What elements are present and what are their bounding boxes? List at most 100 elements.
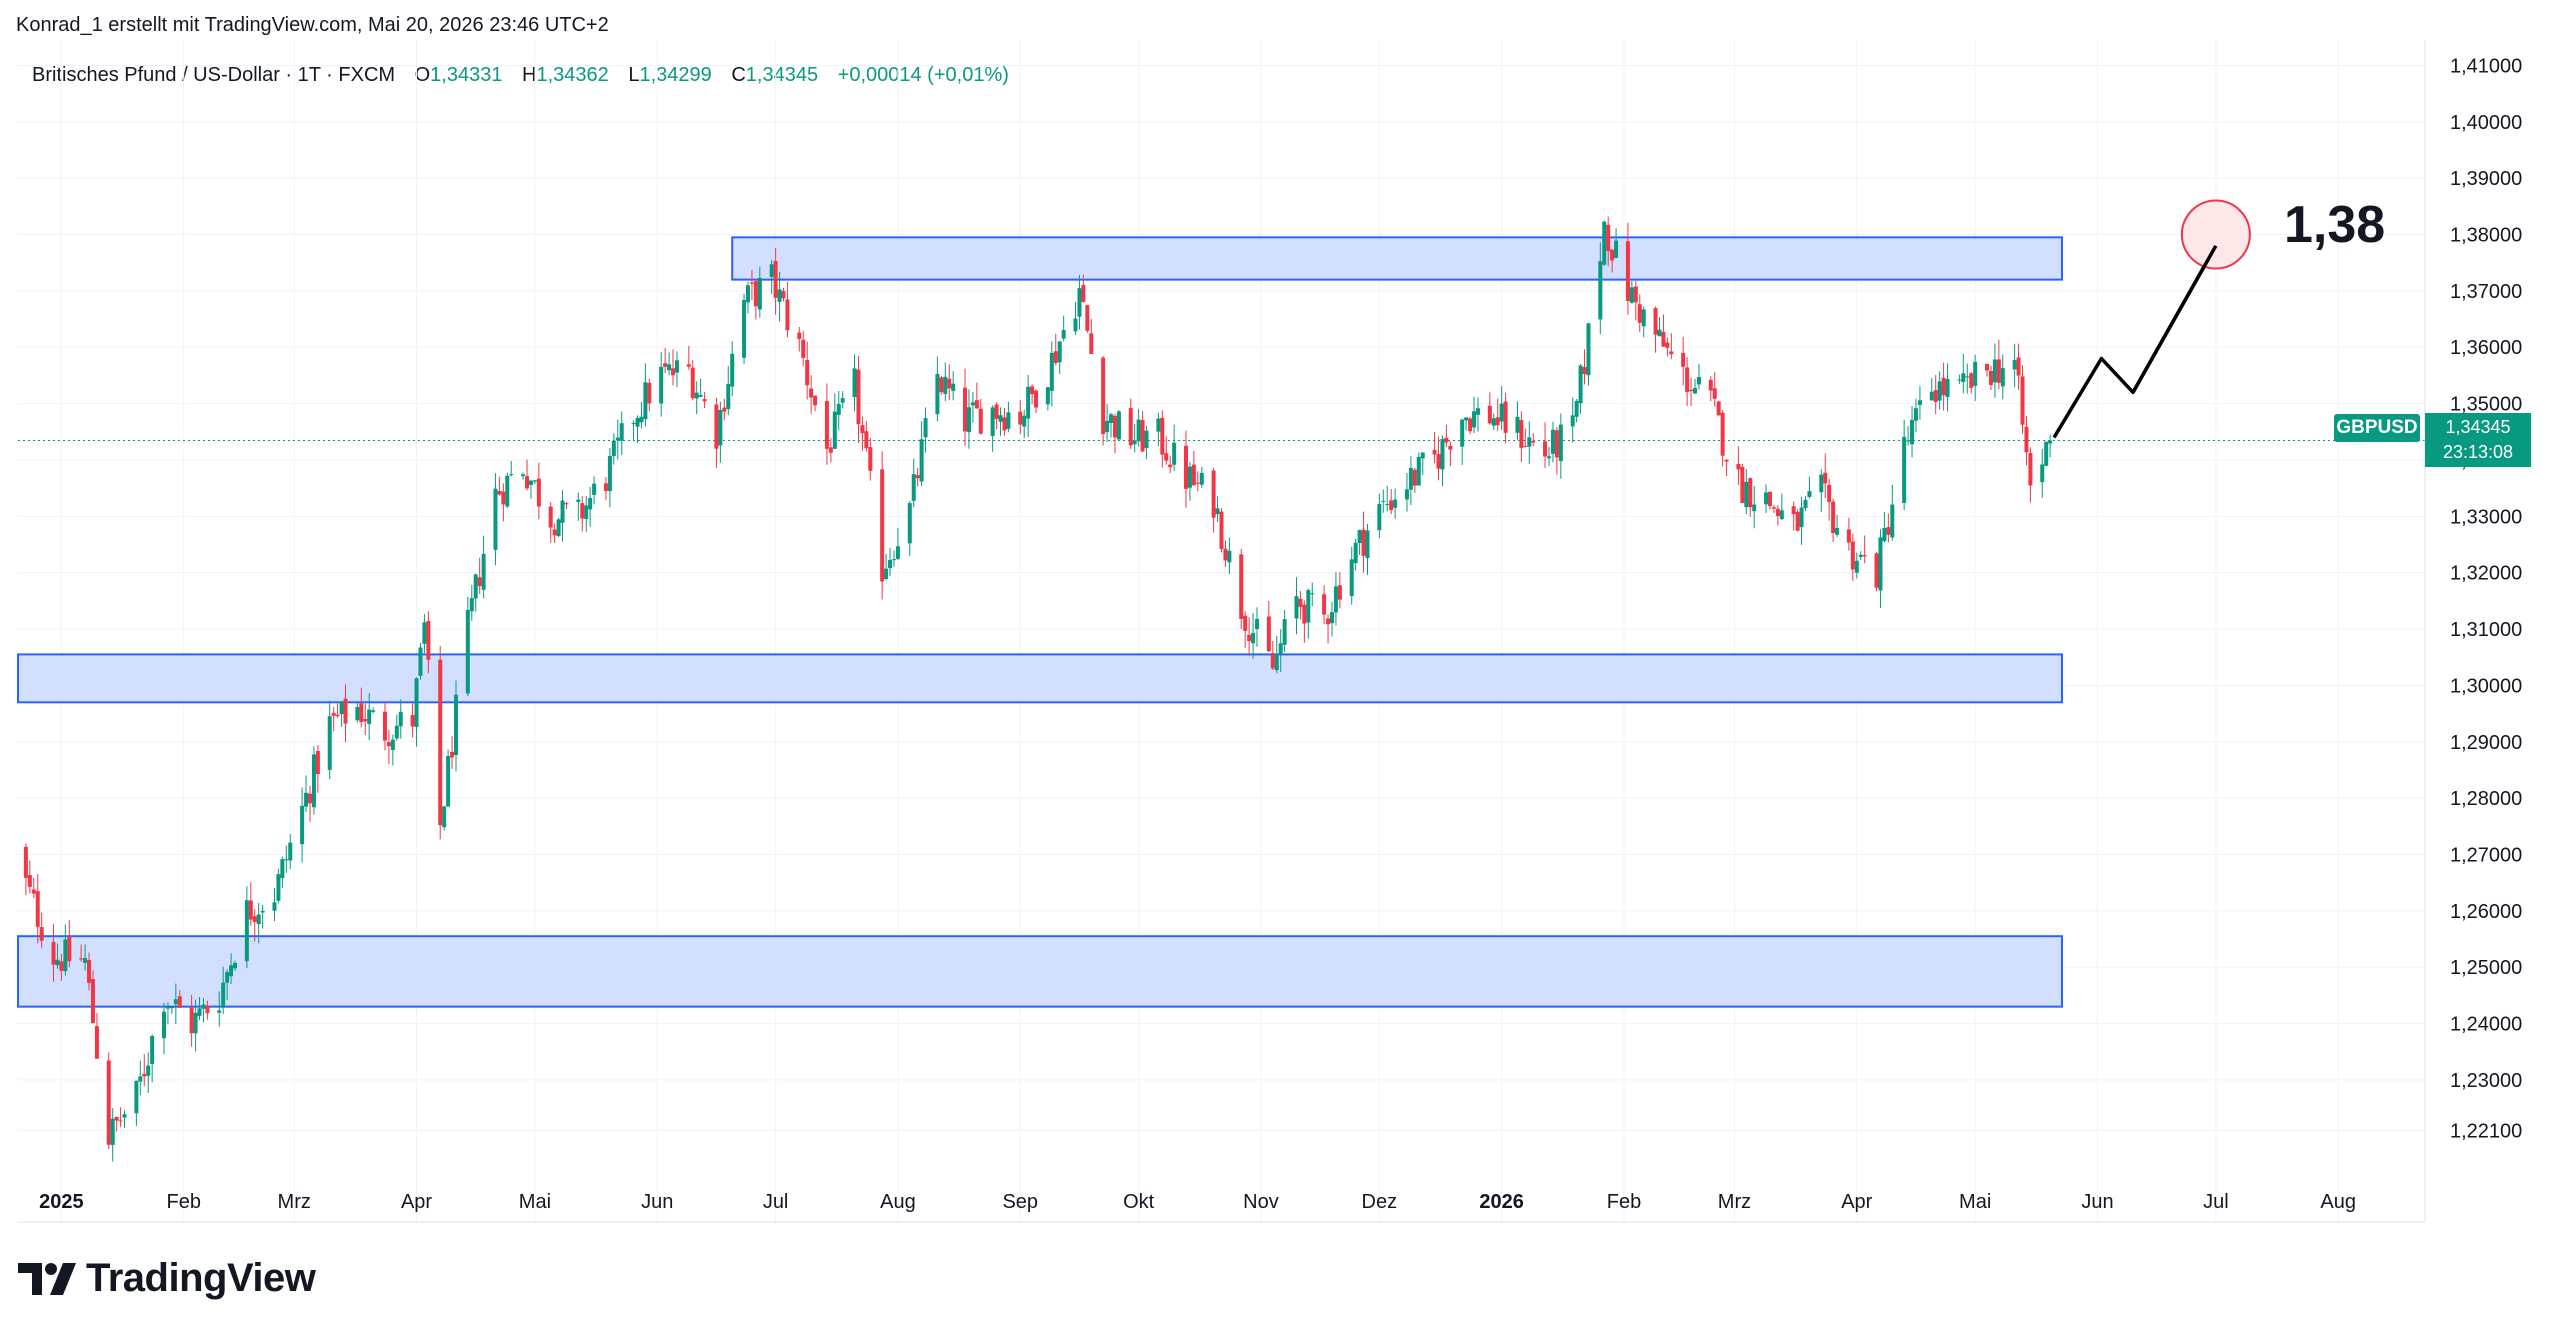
candle-up (165, 1002, 170, 1025)
candle-down (359, 687, 364, 728)
candle-down (1503, 392, 1508, 444)
candle-body (382, 711, 387, 741)
candle-up (2044, 441, 2049, 467)
candle-up (1199, 466, 1204, 488)
candle-up (951, 371, 956, 401)
candle-down (603, 477, 608, 501)
candle-down (438, 645, 443, 840)
candle-down (1795, 509, 1800, 532)
candle-up (339, 700, 344, 728)
symbol-badge[interactable]: GBPUSD (2334, 414, 2420, 442)
candle-body (1294, 596, 1299, 619)
candle-body (1487, 405, 1492, 424)
tradingview-logo[interactable]: TradingView (18, 1256, 316, 1301)
candle-body (773, 260, 778, 298)
candle-body (1164, 453, 1169, 461)
candle-down (1053, 333, 1058, 366)
candle-down (252, 909, 257, 942)
grid-layer (18, 40, 2425, 1222)
candle-down (978, 398, 983, 435)
candle-body (1006, 412, 1011, 429)
candle-down (1862, 535, 1867, 564)
candle-up (1045, 386, 1050, 411)
candle-down (525, 459, 530, 491)
candle-body (150, 1036, 155, 1064)
candle-down (1211, 468, 1216, 533)
candle-body (359, 703, 364, 723)
candle-up (777, 271, 782, 322)
price-tick-label: 1,27000 (2450, 844, 2522, 866)
candle-down (1625, 222, 1630, 315)
candle-up (619, 411, 624, 455)
candle-up (1917, 386, 1922, 420)
candle-up (998, 407, 1003, 436)
candle-down (824, 383, 829, 465)
candle-down (363, 703, 368, 736)
candle-down (1669, 333, 1674, 360)
candle-body (315, 751, 320, 775)
candle-up (304, 775, 309, 812)
candle-body (1858, 554, 1863, 557)
candle-body (134, 1080, 139, 1114)
candle-body (769, 264, 774, 277)
candle-body (1333, 586, 1338, 613)
candle-down (702, 391, 707, 409)
projection-layer (2052, 199, 2251, 439)
target-price-label: 1,38 (2284, 196, 2386, 254)
candle-body (1752, 504, 1757, 512)
candle-up (643, 363, 648, 427)
candle-up (1779, 493, 1784, 520)
candle-down (386, 729, 391, 764)
time-tick-label: Aug (880, 1191, 916, 1213)
candle-up (390, 734, 395, 766)
time-tick-label: 2025 (39, 1191, 84, 1213)
candle-body (1992, 359, 1997, 383)
candle-up (1835, 514, 1840, 537)
candle-body (1491, 418, 1496, 426)
candle-up (1491, 413, 1496, 431)
candle-up (1136, 408, 1141, 447)
candle-body (1835, 528, 1840, 535)
candle-body (1890, 504, 1895, 538)
candle-body (398, 711, 403, 727)
candle-down (1183, 430, 1188, 508)
candle-down (90, 970, 95, 1024)
candle-down (671, 349, 676, 386)
candle-body (1464, 417, 1469, 421)
candle-body (714, 404, 719, 449)
candle-down (1720, 409, 1725, 467)
candle-body (197, 1008, 202, 1016)
candle-body (1558, 424, 1563, 462)
candle-body (592, 483, 597, 495)
candle-body (205, 1005, 210, 1014)
candle-up (1440, 435, 1445, 487)
candle-body (1641, 309, 1646, 327)
candle-body (603, 483, 608, 491)
candle-body (1144, 430, 1149, 449)
candle-body (477, 577, 482, 587)
candle-up (1420, 452, 1425, 476)
candle-up (935, 356, 940, 422)
candle-down (1191, 451, 1196, 486)
candle-up (635, 415, 640, 444)
candle-body (1278, 643, 1283, 654)
candle-body (304, 792, 309, 807)
candle-up (225, 969, 230, 1001)
support-resistance-zone (17, 653, 2063, 704)
candle-up (134, 1080, 139, 1126)
candle-body (966, 407, 971, 433)
candle-down (1081, 274, 1086, 303)
candle-body (742, 300, 747, 358)
time-tick-label: Mai (1959, 1191, 1991, 1213)
candle-down (87, 952, 92, 991)
candle-down (1775, 505, 1780, 526)
legend-change: +0,00014 (+0,01%) (837, 64, 1009, 86)
legend-symbol[interactable]: Britisches Pfund / US-Dollar · 1T · FXCM (32, 64, 396, 86)
candle-body (1266, 616, 1271, 652)
candle-down (1582, 349, 1587, 385)
candle-down (1270, 641, 1275, 670)
candle-down (106, 1052, 111, 1150)
candle-body (915, 475, 920, 479)
candle-body (284, 859, 289, 861)
